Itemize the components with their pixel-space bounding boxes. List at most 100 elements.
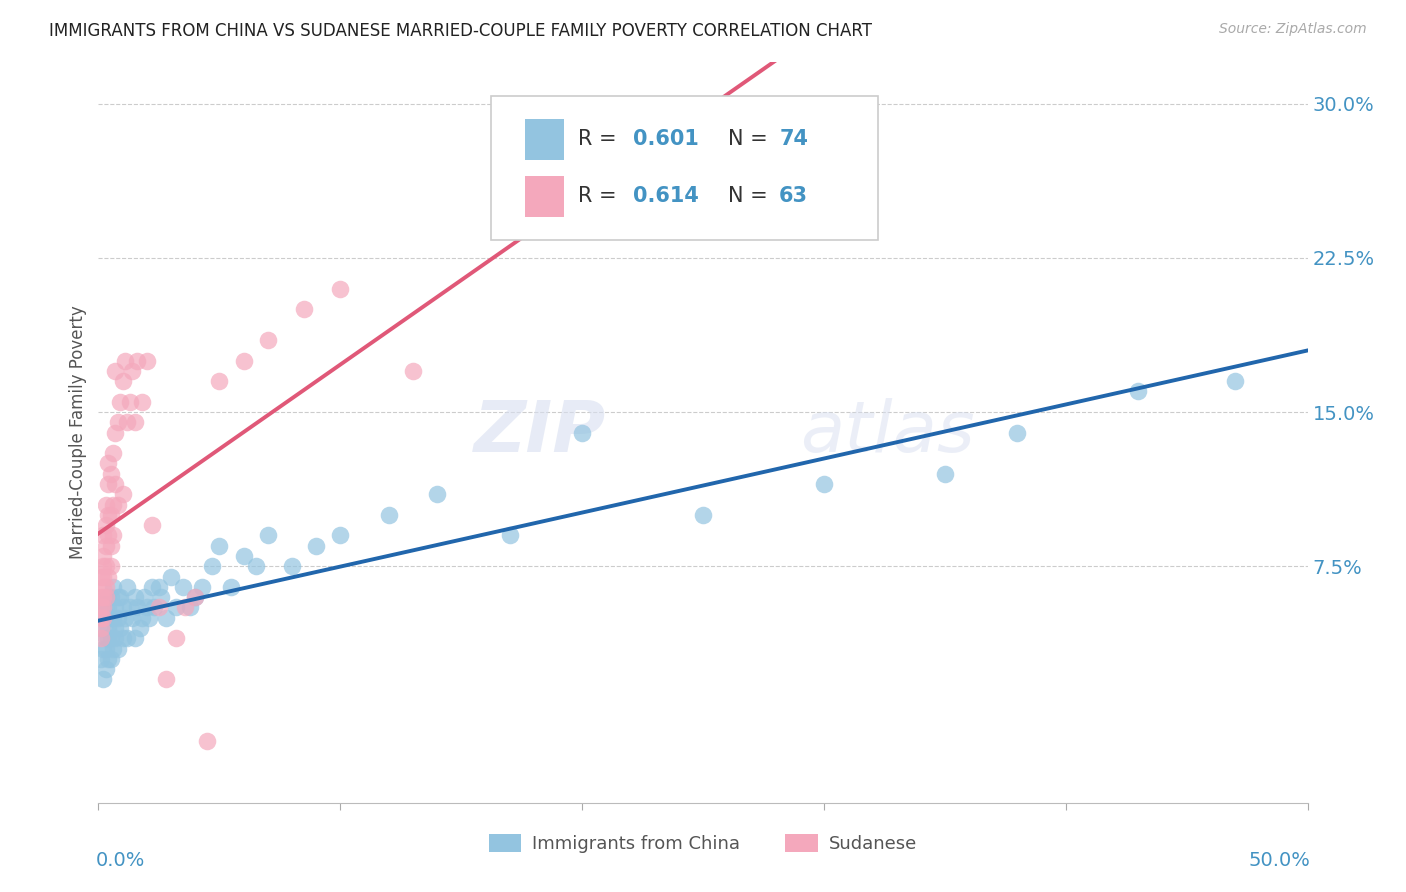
Point (114, 353, 136, 368)
Point (104, 364, 127, 378)
Point (94, 662, 117, 676)
Text: 0.601: 0.601 (633, 129, 699, 150)
Point (111, 632, 134, 646)
Point (134, 590, 156, 604)
Point (97, 600, 120, 615)
Bar (526, 119, 564, 160)
Point (100, 508, 122, 522)
Point (108, 590, 131, 604)
Point (1223, 374, 1246, 388)
Point (107, 590, 129, 604)
Text: N =: N = (728, 186, 775, 206)
Point (402, 364, 425, 378)
Point (232, 549, 254, 563)
Point (97, 508, 120, 522)
Point (131, 611, 153, 625)
Point (127, 600, 149, 615)
Point (256, 333, 278, 347)
Point (221, 580, 243, 594)
Text: 63: 63 (779, 186, 808, 206)
Point (104, 600, 127, 615)
Point (91, 590, 114, 604)
Point (426, 487, 449, 501)
Text: 0.614: 0.614 (633, 186, 699, 206)
Y-axis label: Married-Couple Family Poverty: Married-Couple Family Poverty (69, 306, 87, 559)
Point (184, 590, 207, 604)
Text: atlas: atlas (800, 398, 974, 467)
Point (107, 611, 129, 625)
Point (94, 600, 117, 615)
Point (91, 549, 114, 563)
Point (127, 353, 149, 368)
Point (498, 528, 520, 542)
Point (90, 632, 112, 646)
Point (131, 394, 153, 409)
Point (100, 632, 122, 646)
Point (1007, 425, 1029, 440)
Point (90, 652, 112, 666)
Point (692, 508, 714, 522)
Point (160, 569, 183, 583)
Point (174, 600, 197, 615)
Point (91, 580, 114, 594)
Point (118, 394, 141, 409)
Point (107, 498, 129, 512)
Point (114, 611, 136, 625)
Point (108, 621, 131, 635)
Point (90, 569, 112, 583)
Point (97, 477, 120, 491)
Point (498, 219, 520, 234)
Point (128, 621, 150, 635)
Text: R =: R = (578, 129, 624, 150)
Point (94, 539, 117, 553)
Point (150, 590, 173, 604)
Point (100, 652, 122, 666)
Text: N =: N = (728, 129, 775, 150)
Point (195, 734, 218, 748)
Point (100, 467, 122, 481)
Point (201, 559, 224, 574)
Point (191, 580, 214, 594)
Point (100, 611, 122, 625)
Point (155, 673, 177, 687)
Point (165, 600, 187, 615)
Point (1128, 384, 1150, 399)
Point (100, 590, 122, 604)
Text: R =: R = (578, 186, 624, 206)
Point (305, 539, 328, 553)
Point (101, 611, 124, 625)
Point (94, 590, 117, 604)
Point (135, 600, 157, 615)
Text: 0.0%: 0.0% (96, 851, 145, 870)
Point (91, 528, 114, 542)
Point (94, 580, 117, 594)
Point (208, 374, 231, 388)
Point (94, 632, 117, 646)
Point (97, 632, 120, 646)
Point (104, 621, 127, 635)
Point (121, 611, 143, 625)
Point (111, 374, 134, 388)
Point (118, 600, 141, 615)
Point (124, 415, 146, 429)
Point (329, 528, 352, 542)
Point (90, 600, 112, 615)
Point (256, 528, 278, 542)
Point (90, 611, 112, 625)
Point (813, 477, 835, 491)
Point (117, 415, 139, 429)
Point (208, 539, 231, 553)
Point (165, 632, 187, 646)
Point (104, 477, 127, 491)
Point (281, 559, 304, 574)
Point (934, 467, 956, 481)
Point (124, 632, 146, 646)
Point (94, 641, 117, 656)
Point (101, 446, 124, 460)
Point (292, 302, 315, 317)
Point (101, 580, 124, 594)
Point (111, 600, 134, 615)
Point (117, 580, 139, 594)
Point (141, 518, 163, 533)
Point (101, 528, 124, 542)
